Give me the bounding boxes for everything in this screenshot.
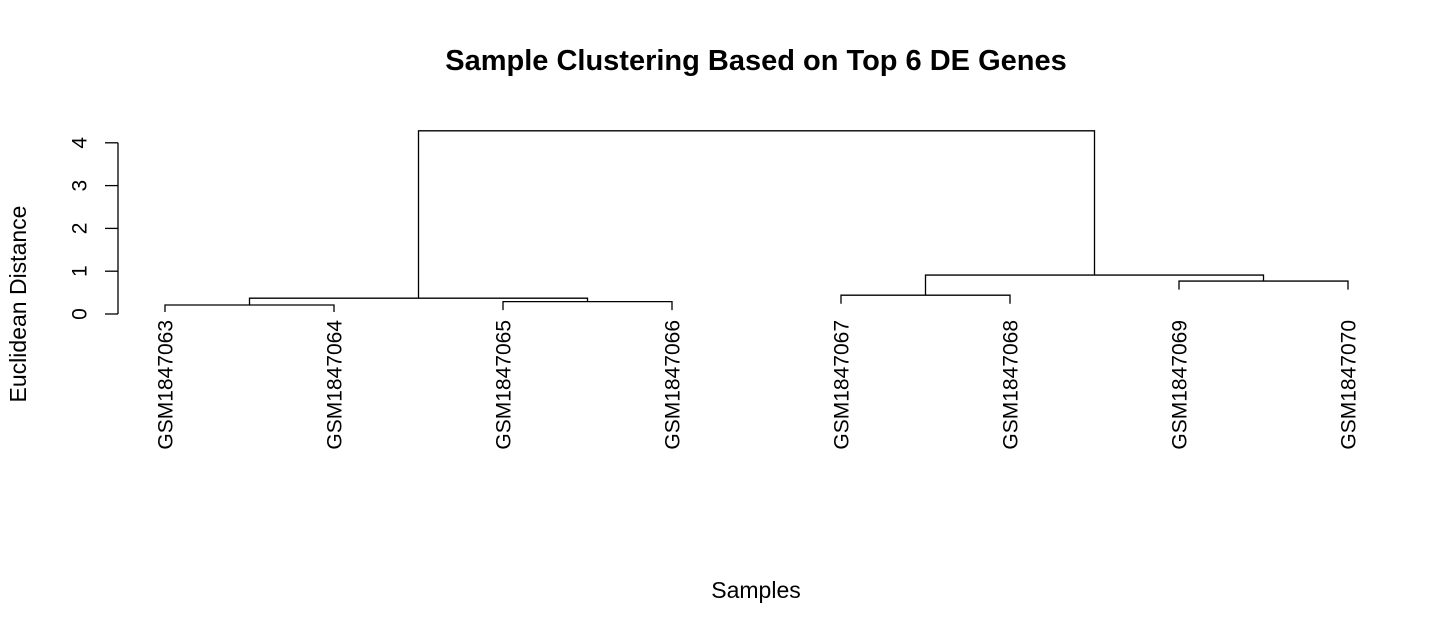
- leaf-label: GSM1847068: [999, 320, 1022, 450]
- y-tick-label: 2: [68, 223, 91, 235]
- y-tick-label: 1: [68, 265, 91, 277]
- dendrogram-branch-m7: [417, 130, 1096, 299]
- y-tick-label: 0: [68, 308, 91, 320]
- leaf-label: GSM1847065: [492, 320, 515, 450]
- dendrogram-branch-m2: [502, 300, 673, 311]
- chart-title: Sample Clustering Based on Top 6 DE Gene…: [445, 45, 1067, 77]
- y-axis-label: Euclidean Distance: [5, 206, 31, 403]
- y-axis: 0 1 2 3 4: [68, 137, 119, 320]
- leaf-label: GSM1847070: [1337, 320, 1360, 450]
- leaf-label: GSM1847069: [1168, 320, 1191, 450]
- dendrogram-branch-m5: [1178, 280, 1349, 290]
- leaf-label: GSM1847066: [661, 320, 684, 450]
- dendrogram-branch-m4: [840, 294, 1011, 304]
- x-axis-label: Samples: [711, 577, 800, 603]
- y-tick-label: 4: [68, 137, 91, 149]
- leaf-label: GSM1847067: [830, 320, 853, 450]
- dendrogram-branch-m1: [164, 304, 335, 312]
- leaf-label: GSM1847063: [154, 320, 177, 450]
- leaf-label: GSM1847064: [323, 320, 346, 450]
- leaf-labels: GSM1847063 GSM1847064 GSM1847065 GSM1847066…: [154, 320, 1360, 450]
- dendrogram-branch-m6: [924, 274, 1265, 296]
- dendrogram-branches: [164, 130, 1349, 312]
- y-tick-label: 3: [68, 180, 91, 192]
